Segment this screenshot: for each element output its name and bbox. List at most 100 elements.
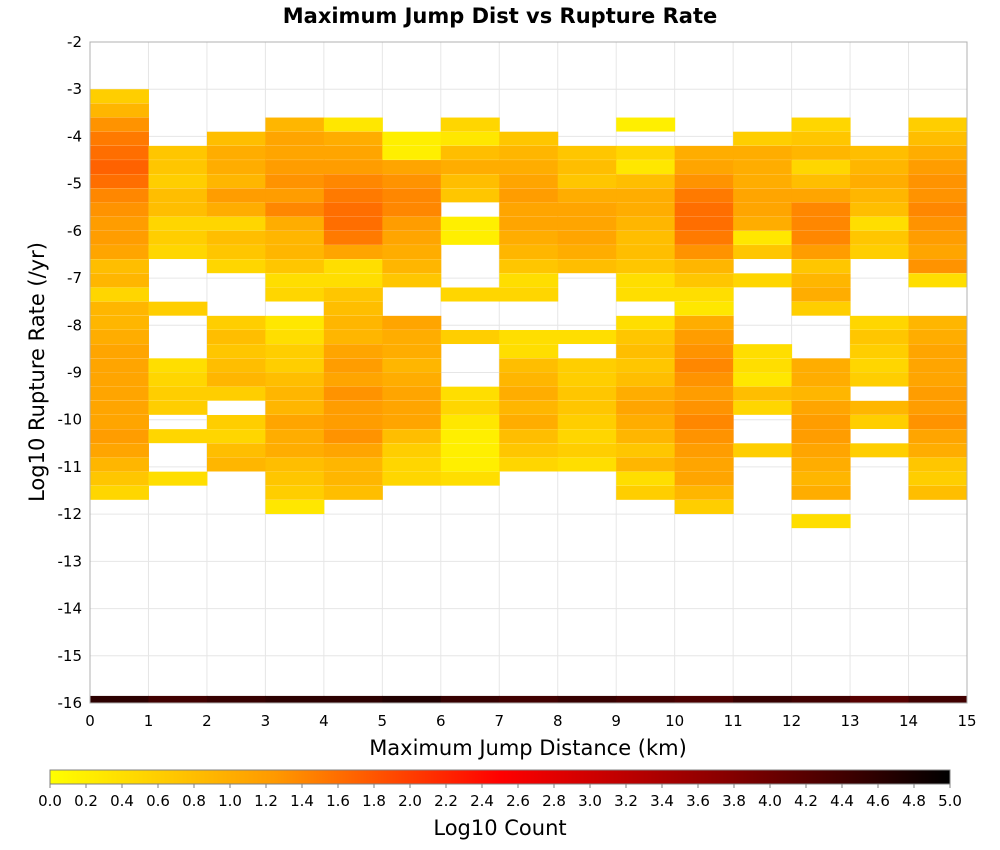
heatmap-cell: [382, 216, 442, 231]
heatmap-cell: [557, 414, 617, 429]
heatmap-cell: [148, 358, 208, 373]
y-tick-label: -6: [67, 222, 82, 240]
heatmap-cell: [440, 443, 500, 458]
heatmap-cell: [850, 443, 910, 458]
heatmap-cell: [382, 245, 442, 260]
heatmap-cell: [733, 372, 793, 387]
y-tick-label: -12: [58, 505, 83, 523]
heatmap-cell: [908, 414, 968, 429]
heatmap-cell: [733, 174, 793, 189]
heatmap-cell: [616, 315, 676, 330]
heatmap-cell: [90, 400, 149, 415]
y-tick-label: -10: [58, 411, 83, 429]
heatmap-cell: [440, 287, 500, 302]
heatmap-cell: [148, 230, 208, 245]
heatmap-cell: [90, 117, 149, 132]
heatmap-cell: [265, 145, 325, 160]
heatmap-cell: [148, 386, 208, 401]
heatmap-cell: [499, 372, 559, 387]
heatmap-cell: [908, 202, 968, 217]
heatmap-cell: [908, 315, 968, 330]
heatmap-cell: [791, 400, 851, 415]
heatmap-cell: [908, 344, 968, 359]
colorbar-tick-label: 3.2: [614, 792, 638, 810]
heatmap-cell: [499, 414, 559, 429]
heatmap-cell: [206, 315, 266, 330]
heatmap-cell: [499, 230, 559, 245]
heatmap-cell: [499, 695, 559, 703]
heatmap-cell: [90, 695, 149, 703]
heatmap-cell: [382, 344, 442, 359]
colorbar-tick-label: 3.0: [578, 792, 602, 810]
heatmap-cell: [616, 160, 676, 175]
heatmap-cell: [265, 386, 325, 401]
heatmap-cell: [440, 695, 500, 703]
heatmap-cell: [791, 485, 851, 500]
heatmap-cell: [382, 386, 442, 401]
colorbar-tick-label: 4.2: [794, 792, 818, 810]
heatmap-cell: [148, 429, 208, 444]
colorbar-tick-label: 3.6: [686, 792, 710, 810]
heatmap-cell: [265, 400, 325, 415]
colorbar-tick-label: 4.4: [830, 792, 854, 810]
heatmap-cell: [908, 145, 968, 160]
heatmap-cell: [791, 514, 851, 529]
colorbar-tick-label: 5.0: [938, 792, 962, 810]
heatmap-cell: [90, 315, 149, 330]
heatmap-cell: [265, 273, 325, 288]
heatmap-cell: [674, 145, 734, 160]
heatmap-cell: [206, 174, 266, 189]
heatmap-cell: [850, 372, 910, 387]
heatmap-cell: [440, 471, 500, 486]
heatmap-cell: [616, 245, 676, 260]
y-tick-label: -2: [67, 33, 82, 51]
colorbar-tick-label: 1.0: [218, 792, 242, 810]
heatmap-cell: [733, 188, 793, 203]
heatmap-cell: [733, 273, 793, 288]
x-tick-label: 7: [494, 712, 504, 730]
heatmap-cell: [323, 188, 383, 203]
heatmap-cell: [90, 344, 149, 359]
heatmap-cell: [90, 160, 149, 175]
heatmap-cell: [908, 131, 968, 146]
heatmap-cell: [90, 287, 149, 302]
heatmap-cell: [90, 386, 149, 401]
colorbar-tick-label: 2.4: [470, 792, 494, 810]
heatmap-cell: [557, 174, 617, 189]
heatmap-cell: [791, 301, 851, 316]
heatmap-cell: [616, 344, 676, 359]
x-tick-label: 1: [144, 712, 154, 730]
heatmap-cell: [791, 372, 851, 387]
heatmap-cell: [557, 145, 617, 160]
heatmap-cell: [382, 330, 442, 345]
heatmap-cell: [323, 131, 383, 146]
heatmap-cell: [791, 202, 851, 217]
heatmap-cell: [265, 414, 325, 429]
colorbar-label: Log10 Count: [433, 816, 566, 840]
colorbar-tick-label: 3.4: [650, 792, 674, 810]
heatmap-cell: [850, 358, 910, 373]
x-tick-label: 0: [85, 712, 95, 730]
heatmap-cell: [382, 414, 442, 429]
heatmap-cell: [616, 230, 676, 245]
heatmap-cell: [616, 259, 676, 274]
heatmap-cell: [908, 245, 968, 260]
heatmap-cell: [382, 230, 442, 245]
heatmap-cell: [499, 273, 559, 288]
heatmap-cell: [499, 188, 559, 203]
heatmap-cell: [90, 174, 149, 189]
heatmap-cell: [206, 386, 266, 401]
heatmap-cell: [323, 301, 383, 316]
heatmap-cell: [382, 145, 442, 160]
heatmap-cell: [733, 245, 793, 260]
heatmap-cell: [674, 273, 734, 288]
heatmap-cell: [90, 457, 149, 472]
heatmap-cell: [674, 160, 734, 175]
heatmap-cell: [382, 457, 442, 472]
heatmap-cell: [323, 457, 383, 472]
heatmap-cell: [908, 471, 968, 486]
heatmap-cell: [499, 160, 559, 175]
heatmap-cell: [733, 344, 793, 359]
heatmap-cell: [850, 216, 910, 231]
heatmap-cell: [791, 259, 851, 274]
